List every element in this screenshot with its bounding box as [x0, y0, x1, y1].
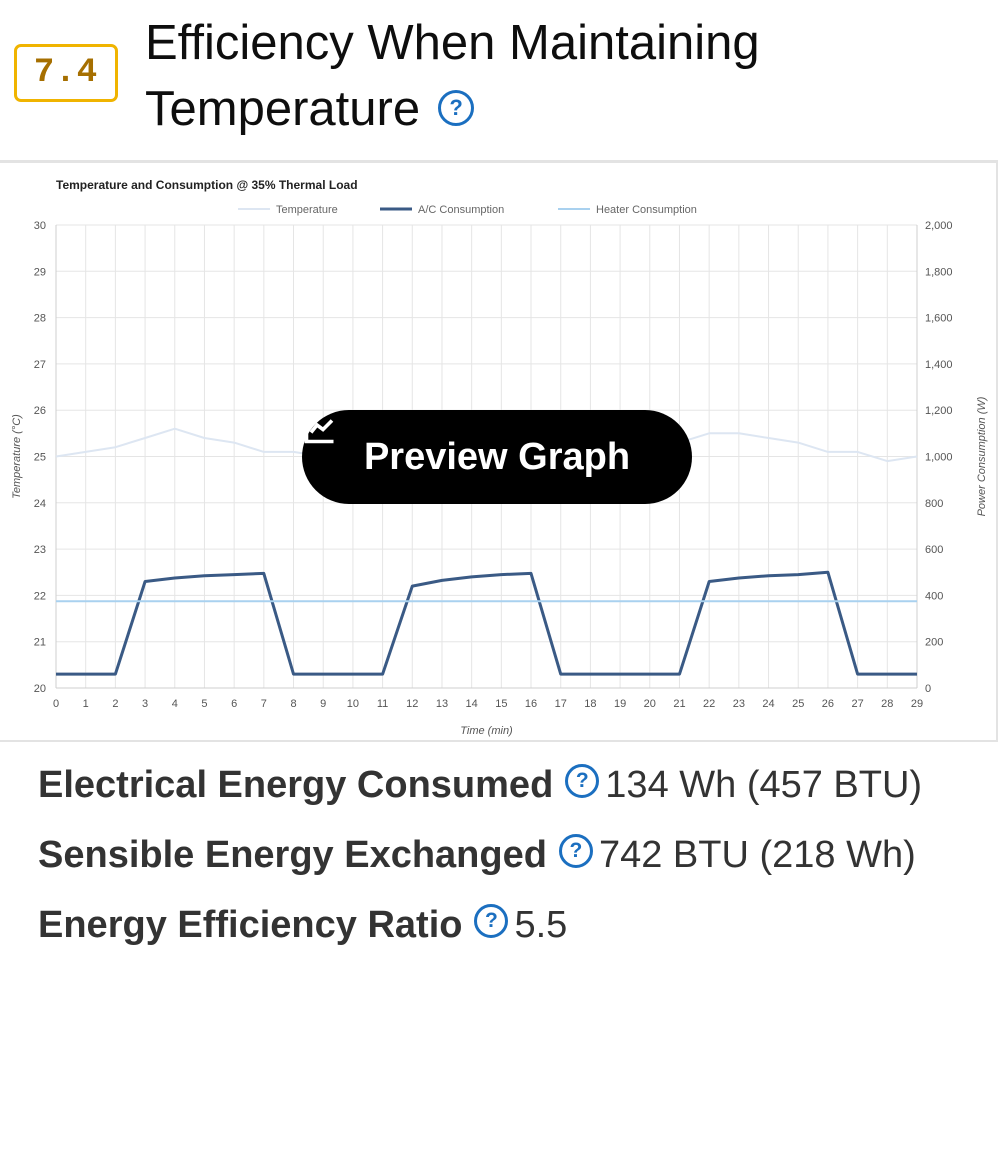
- x-tick-label: 0: [53, 698, 59, 710]
- x-tick-label: 6: [231, 698, 237, 710]
- stat-label: Energy Efficiency Ratio: [38, 904, 463, 946]
- legend-label: Heater Consumption: [596, 204, 697, 216]
- y-left-tick-label: 23: [34, 544, 46, 556]
- x-tick-label: 10: [347, 698, 359, 710]
- legend-label: A/C Consumption: [418, 204, 504, 216]
- legend-label: Temperature: [276, 204, 338, 216]
- x-tick-label: 15: [495, 698, 507, 710]
- x-tick-label: 23: [733, 698, 745, 710]
- y-left-tick-label: 26: [34, 405, 46, 417]
- x-tick-label: 2: [112, 698, 118, 710]
- section-title: Efficiency When Maintaining Temperature?: [145, 10, 985, 142]
- x-tick-label: 8: [290, 698, 296, 710]
- y-right-tick-label: 400: [925, 590, 943, 602]
- stat-value: 5.5: [514, 904, 568, 946]
- y-right-tick-label: 2,000: [925, 220, 953, 232]
- y-right-tick-label: 1,600: [925, 313, 953, 325]
- y-axis-left-label: Temperature (°C): [11, 414, 23, 499]
- x-tick-label: 22: [703, 698, 715, 710]
- x-axis-label: Time (min): [460, 725, 513, 737]
- stat-value: 742 BTU (218 Wh): [598, 834, 916, 876]
- y-left-tick-label: 24: [34, 498, 46, 510]
- stat-sensible-energy: Sensible Energy Exchanged? 742 BTU (218 W…: [38, 822, 968, 888]
- y-left-tick-label: 30: [34, 220, 46, 232]
- x-tick-label: 5: [201, 698, 207, 710]
- section-title-text: Efficiency When Maintaining Temperature: [145, 16, 760, 136]
- x-tick-label: 20: [644, 698, 656, 710]
- consumption-chart: 202122232425262728293002004006008001,000…: [11, 178, 988, 737]
- chart-title: Temperature and Consumption @ 35% Therma…: [56, 178, 358, 192]
- x-tick-label: 14: [466, 698, 478, 710]
- stat-label: Electrical Energy Consumed: [38, 764, 554, 806]
- help-icon[interactable]: ?: [474, 903, 509, 938]
- x-tick-label: 1: [83, 698, 89, 710]
- y-right-tick-label: 200: [925, 637, 943, 649]
- stat-efficiency-ratio: Energy Efficiency Ratio? 5.5: [38, 892, 968, 958]
- y-right-tick-label: 1,000: [925, 452, 953, 464]
- y-left-tick-label: 25: [34, 452, 46, 464]
- x-tick-label: 19: [614, 698, 626, 710]
- x-tick-label: 27: [851, 698, 863, 710]
- x-tick-label: 9: [320, 698, 326, 710]
- y-left-tick-label: 27: [34, 359, 46, 371]
- x-tick-label: 24: [762, 698, 774, 710]
- stats-list: Electrical Energy Consumed? 134 Wh (457 B…: [38, 752, 968, 962]
- x-tick-label: 26: [822, 698, 834, 710]
- y-left-tick-label: 29: [34, 266, 46, 278]
- x-tick-label: 28: [881, 698, 893, 710]
- x-tick-label: 3: [142, 698, 148, 710]
- y-left-tick-label: 20: [34, 683, 46, 695]
- x-tick-label: 4: [172, 698, 178, 710]
- help-icon[interactable]: ?: [438, 90, 475, 127]
- stat-electrical-energy: Electrical Energy Consumed? 134 Wh (457 B…: [38, 752, 968, 818]
- y-right-tick-label: 1,400: [925, 359, 953, 371]
- y-right-tick-label: 1,800: [925, 266, 953, 278]
- x-tick-label: 13: [436, 698, 448, 710]
- x-tick-label: 29: [911, 698, 923, 710]
- x-tick-label: 12: [406, 698, 418, 710]
- y-right-tick-label: 0: [925, 683, 931, 695]
- x-tick-label: 11: [377, 698, 388, 710]
- chart-panel: 20 21 22 23 24 25 26 27 28 29 30 0 200 400 600 800 1,000…: [0, 160, 998, 742]
- series-line-a-c-consumption: [56, 570, 917, 676]
- y-axis-right-label: Power Consumption (W): [976, 396, 988, 516]
- y-left-tick-label: 22: [34, 590, 46, 602]
- y-left-tick-label: 21: [34, 637, 46, 649]
- y-right-tick-label: 600: [925, 544, 943, 556]
- x-tick-label: 18: [584, 698, 596, 710]
- x-tick-label: 7: [261, 698, 267, 710]
- preview-graph-label: Preview Graph: [363, 435, 631, 478]
- section-number-badge: 7.4: [14, 44, 118, 102]
- help-icon[interactable]: ?: [558, 833, 593, 868]
- preview-graph-button[interactable]: Preview Graph: [302, 410, 692, 504]
- x-tick-label: 21: [673, 698, 685, 710]
- stat-label: Sensible Energy Exchanged: [38, 834, 547, 876]
- stat-value: 134 Wh (457 BTU): [605, 764, 923, 806]
- y-right-tick-label: 800: [925, 498, 943, 510]
- help-icon[interactable]: ?: [565, 763, 600, 798]
- section-header: 7.4 Efficiency When Maintaining Temperat…: [0, 0, 1000, 160]
- y-right-tick-label: 1,200: [925, 405, 953, 417]
- line-chart-icon: [304, 414, 334, 444]
- x-tick-label: 16: [525, 698, 537, 710]
- x-tick-label: 17: [555, 698, 567, 710]
- x-tick-label: 25: [792, 698, 804, 710]
- y-left-tick-label: 28: [34, 313, 46, 325]
